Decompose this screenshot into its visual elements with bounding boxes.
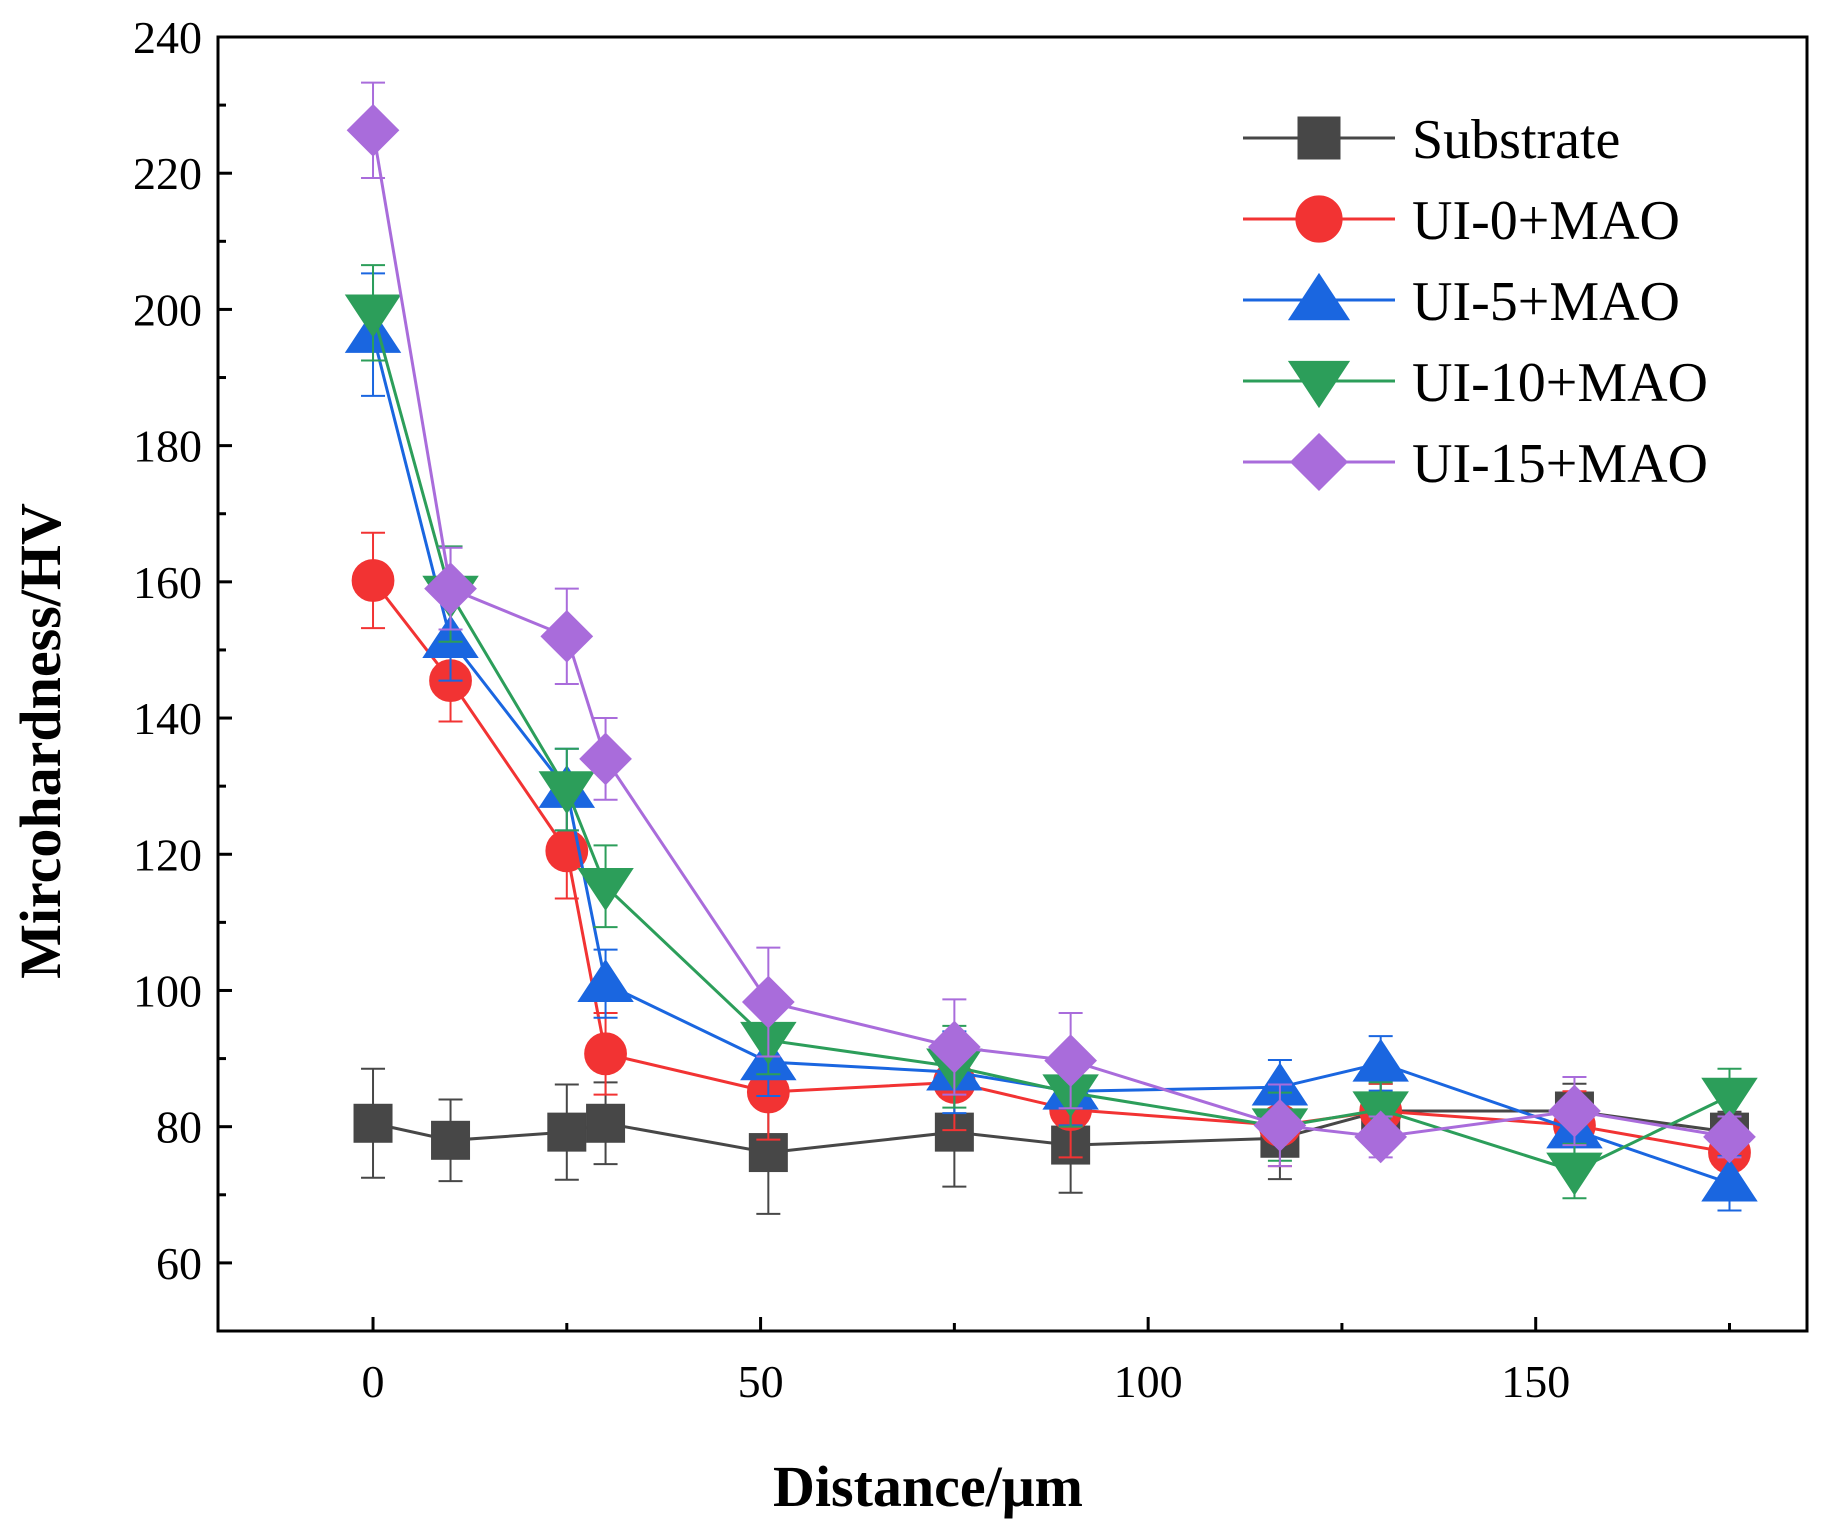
legend-label: UI-15+MAO bbox=[1412, 433, 1708, 495]
legend-marker bbox=[1295, 195, 1343, 243]
data-point bbox=[1546, 1152, 1603, 1196]
data-point bbox=[584, 1032, 627, 1076]
data-point bbox=[577, 959, 634, 1002]
data-point bbox=[741, 975, 795, 1029]
y-tick-label: 120 bbox=[133, 829, 202, 880]
axes: 60 80 100 120 140 160 180 200 220 240 0 50 100 150 bbox=[133, 12, 1809, 1407]
data-point bbox=[1703, 1110, 1756, 1164]
plot-frame bbox=[216, 35, 1809, 1333]
legend-marker bbox=[1287, 272, 1351, 321]
legend-item: Substrate bbox=[1243, 109, 1620, 171]
legend-item: UI-0+MAO bbox=[1243, 190, 1680, 252]
legend-marker bbox=[1297, 116, 1341, 160]
y-tick-label: 60 bbox=[156, 1238, 202, 1289]
series-substrate bbox=[353, 1067, 1749, 1215]
x-tick-label: 100 bbox=[1114, 1356, 1183, 1407]
data-point bbox=[353, 1103, 393, 1143]
data-point bbox=[586, 1103, 626, 1143]
legend-label: Substrate bbox=[1412, 109, 1620, 171]
x-tick-label: 0 bbox=[362, 1356, 385, 1407]
data-point bbox=[1701, 1158, 1758, 1202]
data-point bbox=[351, 559, 395, 602]
legend: Substrate UI-0+MAO UI-5+MAO UI-10+MAO UI-15+… bbox=[1243, 109, 1708, 495]
data-point bbox=[538, 771, 596, 815]
data-point bbox=[431, 1120, 471, 1160]
x-tick-label: 150 bbox=[1501, 1356, 1570, 1407]
legend-label: UI-10+MAO bbox=[1412, 352, 1708, 414]
y-tick-label: 200 bbox=[133, 284, 202, 335]
legend-label: UI-0+MAO bbox=[1412, 190, 1680, 252]
legend-marker bbox=[1289, 432, 1349, 492]
y-tick-label: 240 bbox=[133, 12, 202, 63]
data-point bbox=[1352, 1038, 1409, 1082]
data-point bbox=[424, 562, 477, 616]
plot-area bbox=[344, 81, 1758, 1215]
data-point bbox=[1354, 1110, 1408, 1164]
legend-item: UI-10+MAO bbox=[1243, 352, 1708, 414]
y-tick-label: 220 bbox=[133, 148, 202, 199]
y-tick-label: 140 bbox=[133, 693, 202, 744]
data-point bbox=[1548, 1084, 1601, 1138]
data-point bbox=[540, 609, 594, 663]
y-tick-label: 80 bbox=[156, 1102, 202, 1153]
data-point bbox=[1253, 1098, 1307, 1152]
y-tick-label: 180 bbox=[133, 421, 202, 472]
series-ui-15-mao bbox=[346, 81, 1756, 1168]
y-tick-label: 160 bbox=[133, 557, 202, 608]
y-tick-label: 100 bbox=[133, 965, 202, 1016]
legend-item: UI-5+MAO bbox=[1243, 271, 1680, 333]
data-point bbox=[1701, 1077, 1758, 1121]
x-tick-label: 50 bbox=[738, 1356, 784, 1407]
data-point bbox=[928, 1020, 981, 1074]
data-point bbox=[577, 867, 634, 911]
legend-marker bbox=[1287, 360, 1351, 409]
data-point bbox=[547, 1112, 587, 1152]
y-axis-title: Mircohardness/HV bbox=[8, 503, 73, 979]
data-point bbox=[1044, 1034, 1097, 1087]
x-axis-title: Distance/μm bbox=[773, 1454, 1083, 1519]
legend-label: UI-5+MAO bbox=[1412, 271, 1680, 333]
data-point bbox=[344, 294, 402, 338]
data-point bbox=[346, 103, 400, 157]
legend-item: UI-15+MAO bbox=[1243, 432, 1708, 495]
data-point bbox=[579, 732, 632, 786]
